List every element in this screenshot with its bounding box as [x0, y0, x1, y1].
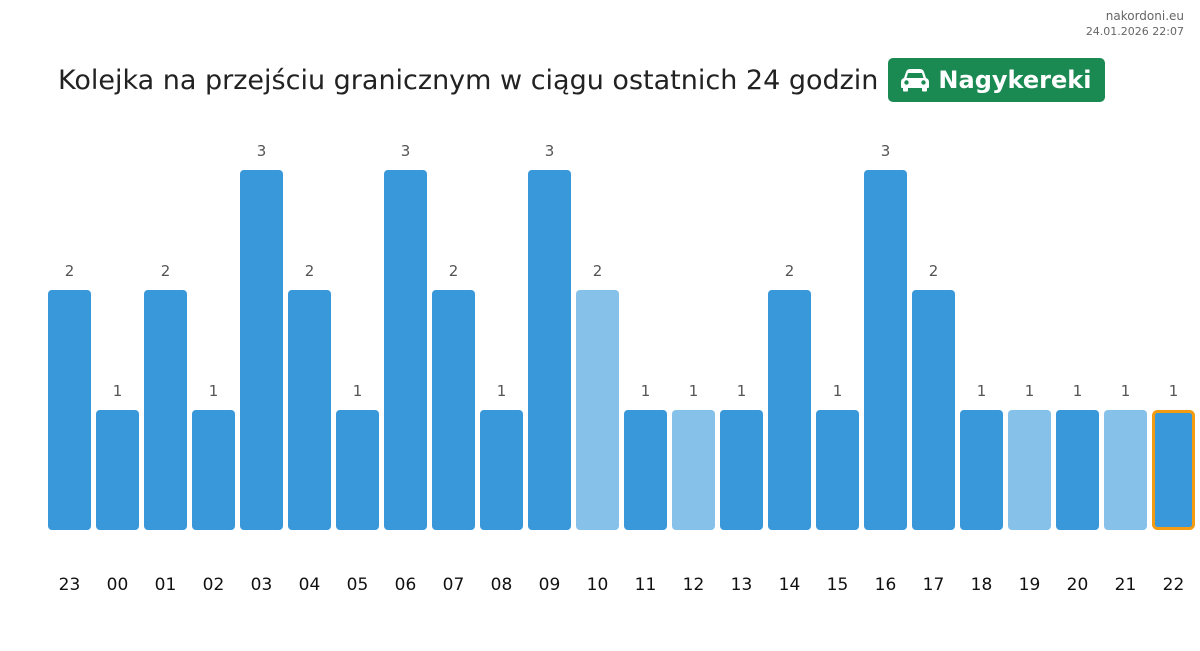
bar-12[interactable]	[672, 410, 715, 530]
x-tick-label-10: 10	[587, 575, 609, 595]
bar-17[interactable]	[912, 290, 955, 530]
x-tick-label-11: 11	[635, 575, 657, 595]
bar-19[interactable]	[1008, 410, 1051, 530]
bar-22[interactable]	[1152, 410, 1195, 530]
data-label-08: 1	[497, 382, 507, 400]
badge-label: Nagykereki	[938, 66, 1092, 94]
x-tick-label-01: 01	[155, 575, 177, 595]
x-tick-label-22: 22	[1163, 575, 1185, 595]
bar-14[interactable]	[768, 290, 811, 530]
bar-02[interactable]	[192, 410, 235, 530]
bar-09[interactable]	[528, 170, 571, 530]
bar-06[interactable]	[384, 170, 427, 530]
x-tick-label-19: 19	[1019, 575, 1041, 595]
data-label-21: 1	[1121, 382, 1131, 400]
data-label-07: 2	[449, 262, 459, 280]
bar-07[interactable]	[432, 290, 475, 530]
x-tick-label-23: 23	[59, 575, 81, 595]
x-tick-label-15: 15	[827, 575, 849, 595]
data-label-10: 2	[593, 262, 603, 280]
bar-10[interactable]	[576, 290, 619, 530]
data-label-17: 2	[929, 262, 939, 280]
data-label-06: 3	[401, 142, 411, 160]
x-tick-label-16: 16	[875, 575, 897, 595]
data-label-05: 1	[353, 382, 363, 400]
bar-11[interactable]	[624, 410, 667, 530]
x-tick-label-21: 21	[1115, 575, 1137, 595]
x-tick-label-02: 02	[203, 575, 225, 595]
data-label-23: 2	[65, 262, 75, 280]
x-tick-label-17: 17	[923, 575, 945, 595]
x-tick-label-03: 03	[251, 575, 273, 595]
bar-20[interactable]	[1056, 410, 1099, 530]
data-label-20: 1	[1073, 382, 1083, 400]
x-tick-label-12: 12	[683, 575, 705, 595]
x-tick-label-08: 08	[491, 575, 513, 595]
bar-23[interactable]	[48, 290, 91, 530]
x-tick-label-00: 00	[107, 575, 129, 595]
data-label-02: 1	[209, 382, 219, 400]
meta-info: nakordoni.eu 24.01.2026 22:07	[1086, 8, 1184, 40]
data-label-14: 2	[785, 262, 795, 280]
data-label-01: 2	[161, 262, 171, 280]
x-tick-label-20: 20	[1067, 575, 1089, 595]
data-label-11: 1	[641, 382, 651, 400]
data-label-13: 1	[737, 382, 747, 400]
x-tick-label-13: 13	[731, 575, 753, 595]
bar-03[interactable]	[240, 170, 283, 530]
bar-21[interactable]	[1104, 410, 1147, 530]
data-label-09: 3	[545, 142, 555, 160]
bar-16[interactable]	[864, 170, 907, 530]
x-tick-label-04: 04	[299, 575, 321, 595]
bar-13[interactable]	[720, 410, 763, 530]
timestamp: 24.01.2026 22:07	[1085, 25, 1184, 38]
bar-00[interactable]	[96, 410, 139, 530]
border-crossing-badge[interactable]: Nagykereki	[888, 58, 1106, 102]
x-tick-label-14: 14	[779, 575, 801, 595]
car-icon	[901, 69, 930, 92]
x-tick-label-09: 09	[539, 575, 561, 595]
data-label-16: 3	[881, 142, 891, 160]
bar-05[interactable]	[336, 410, 379, 530]
data-label-03: 3	[257, 142, 267, 160]
site-name[interactable]: nakordoni.eu	[1105, 9, 1184, 23]
data-label-15: 1	[833, 382, 843, 400]
x-tick-label-18: 18	[971, 575, 993, 595]
x-tick-label-06: 06	[395, 575, 417, 595]
data-label-18: 1	[977, 382, 987, 400]
bar-08[interactable]	[480, 410, 523, 530]
page-title: Kolejka na przejściu granicznym w ciągu …	[58, 64, 879, 96]
data-label-22: 1	[1169, 382, 1179, 400]
x-tick-label-05: 05	[347, 575, 369, 595]
bar-04[interactable]	[288, 290, 331, 530]
bar-18[interactable]	[960, 410, 1003, 530]
data-label-00: 1	[113, 382, 123, 400]
data-label-04: 2	[305, 262, 315, 280]
data-label-19: 1	[1025, 382, 1035, 400]
title-row: Kolejka na przejściu granicznym w ciągu …	[58, 58, 1106, 102]
data-label-12: 1	[689, 382, 699, 400]
x-tick-label-07: 07	[443, 575, 465, 595]
bar-01[interactable]	[144, 290, 187, 530]
bar-15[interactable]	[816, 410, 859, 530]
